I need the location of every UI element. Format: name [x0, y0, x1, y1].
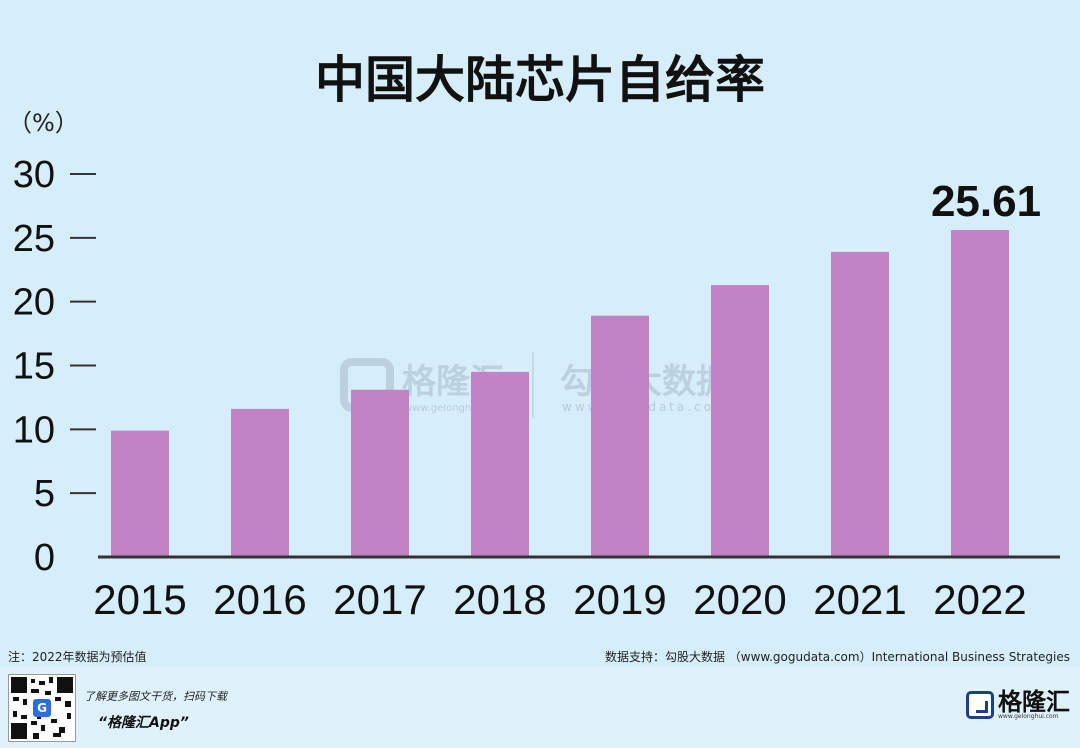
- qr-module: [39, 681, 45, 685]
- qr-module: [53, 733, 61, 737]
- x-tick-label: 2015: [93, 576, 186, 623]
- qr-module: [49, 677, 53, 683]
- bar-2016: [231, 408, 289, 557]
- x-tick-label: 2021: [813, 576, 906, 623]
- x-tick-label: 2016: [213, 576, 306, 623]
- y-tick-label: 20: [13, 282, 55, 324]
- bar-2015: [111, 430, 169, 557]
- y-tick-label: 10: [13, 409, 55, 451]
- x-tick-label: 2017: [333, 576, 426, 623]
- qr-module: [31, 689, 39, 693]
- data-source: 数据支持：勾股大数据 （www.gogudata.com）Internation…: [604, 650, 1070, 664]
- qr-module: [33, 733, 39, 739]
- bar-2022: [951, 230, 1009, 558]
- qr-module: [57, 677, 73, 693]
- promo-text: 了解更多图文干货，扫码下载: [84, 690, 227, 703]
- qr-module: [41, 725, 45, 731]
- qr-module: [11, 723, 27, 739]
- y-tick-label: 5: [34, 473, 55, 515]
- data-label-2022: 25.61: [931, 177, 1041, 226]
- qr-module: [13, 697, 19, 701]
- brand-name: 格隆汇: [998, 688, 1070, 716]
- qr-module: [11, 677, 27, 693]
- chart-title: 中国大陆芯片自给率: [315, 51, 765, 109]
- brand-url: www.gelonghui.com: [998, 713, 1059, 720]
- qr-module: [23, 699, 27, 705]
- qr-module: [67, 713, 71, 719]
- y-axis: 0 5 10 15 20 25 30: [13, 154, 96, 579]
- data-labels: 25.61: [931, 177, 1041, 226]
- y-unit-label: （%）: [8, 109, 79, 137]
- x-tick-label: 2020: [693, 576, 786, 623]
- promo-app-name: “格隆汇App”: [98, 715, 189, 731]
- x-axis: 2015 2016 2017 2018 2019 2020 2021 2022: [93, 555, 1060, 623]
- bar-2018: [471, 371, 529, 557]
- bar-2017: [351, 389, 409, 557]
- y-tick-label: 30: [13, 154, 55, 196]
- qr-module: [13, 711, 17, 717]
- x-tick-label: 2019: [573, 576, 666, 623]
- qr-module: [31, 721, 37, 725]
- qr-module: [59, 727, 65, 733]
- y-tick-label: 25: [13, 218, 55, 260]
- x-tick-label: 2022: [933, 576, 1026, 623]
- qr-logo-icon: G: [33, 699, 51, 717]
- qr-module: [55, 697, 61, 701]
- qr-module: [31, 679, 35, 683]
- bars: [111, 230, 1009, 558]
- brand-logo-icon: [966, 691, 994, 719]
- qr-code[interactable]: G: [8, 674, 76, 742]
- bar-2019: [591, 315, 649, 557]
- bar-2020: [711, 285, 769, 557]
- x-tick-label: 2018: [453, 576, 546, 623]
- watermark-url-left: www.gelonghui.com: [404, 403, 505, 414]
- qr-module: [65, 701, 71, 707]
- y-tick-label: 0: [34, 537, 55, 579]
- footer-strip: [0, 666, 1080, 748]
- chart: 中国大陆芯片自给率 （%） 格隆汇 www.gelonghui.com 勾股大数…: [8, 51, 1060, 623]
- bar-2021: [831, 251, 889, 558]
- y-tick-label: 15: [13, 346, 55, 388]
- brand-logo: 格隆汇 www.gelonghui.com: [966, 688, 1070, 722]
- qr-module: [21, 715, 27, 719]
- qr-module: [37, 715, 41, 719]
- qr-module: [51, 719, 57, 723]
- footnote: 注：2022年数据为预估值: [8, 650, 147, 664]
- qr-module: [45, 691, 51, 695]
